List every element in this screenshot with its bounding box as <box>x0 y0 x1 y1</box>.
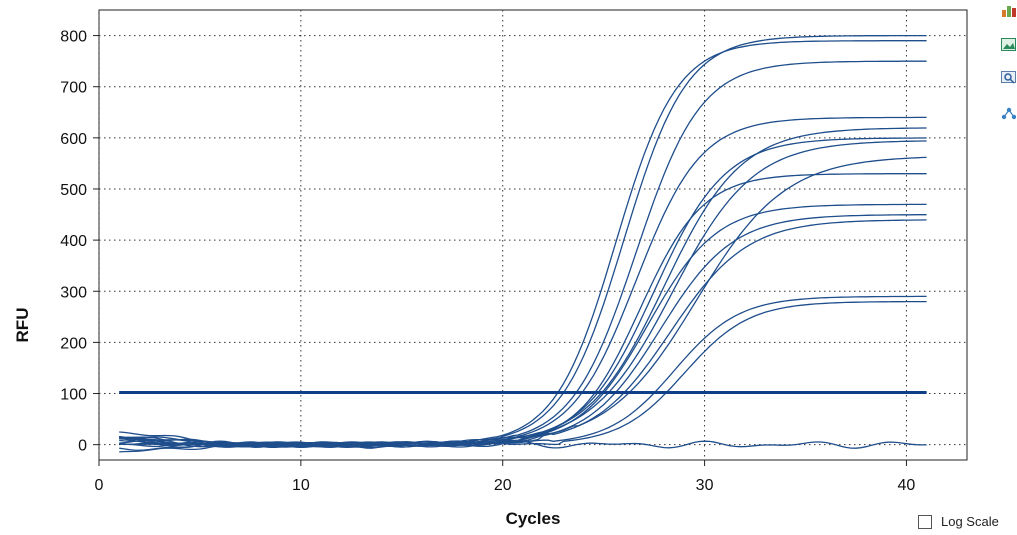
x-axis-title: Cycles <box>506 509 561 528</box>
x-tick-label: 40 <box>898 477 916 494</box>
y-tick-label: 100 <box>60 387 87 404</box>
bar-chart-icon[interactable] <box>1001 4 1016 17</box>
y-tick-label: 800 <box>60 29 87 46</box>
plot-frame <box>98 9 968 461</box>
y-tick-label: 600 <box>60 131 87 148</box>
x-tick-label: 10 <box>292 477 310 494</box>
log-scale-label: Log Scale <box>941 514 999 529</box>
x-tick-label: 0 <box>95 477 104 494</box>
y-tick-label: 400 <box>60 233 87 250</box>
log-scale-checkbox[interactable] <box>918 514 932 529</box>
y-tick-label: 300 <box>60 284 87 301</box>
nodes-icon[interactable] <box>1001 107 1017 120</box>
x-tick-label: 30 <box>696 477 714 494</box>
amplification-curve <box>119 300 927 448</box>
image-icon[interactable] <box>1001 38 1016 51</box>
amplification-curve <box>119 295 927 448</box>
log-scale-toggle[interactable]: Log Scale <box>918 514 999 529</box>
y-tick-label: 500 <box>60 182 87 199</box>
x-tick-label: 20 <box>494 477 512 494</box>
amplification-curve <box>119 173 927 448</box>
y-tick-label: 0 <box>78 438 87 455</box>
zoom-icon[interactable] <box>1001 71 1016 84</box>
y-tick-label: 200 <box>60 335 87 352</box>
y-axis-title: RFU <box>13 308 32 343</box>
y-tick-label: 700 <box>60 80 87 97</box>
flat-curve <box>119 440 927 449</box>
